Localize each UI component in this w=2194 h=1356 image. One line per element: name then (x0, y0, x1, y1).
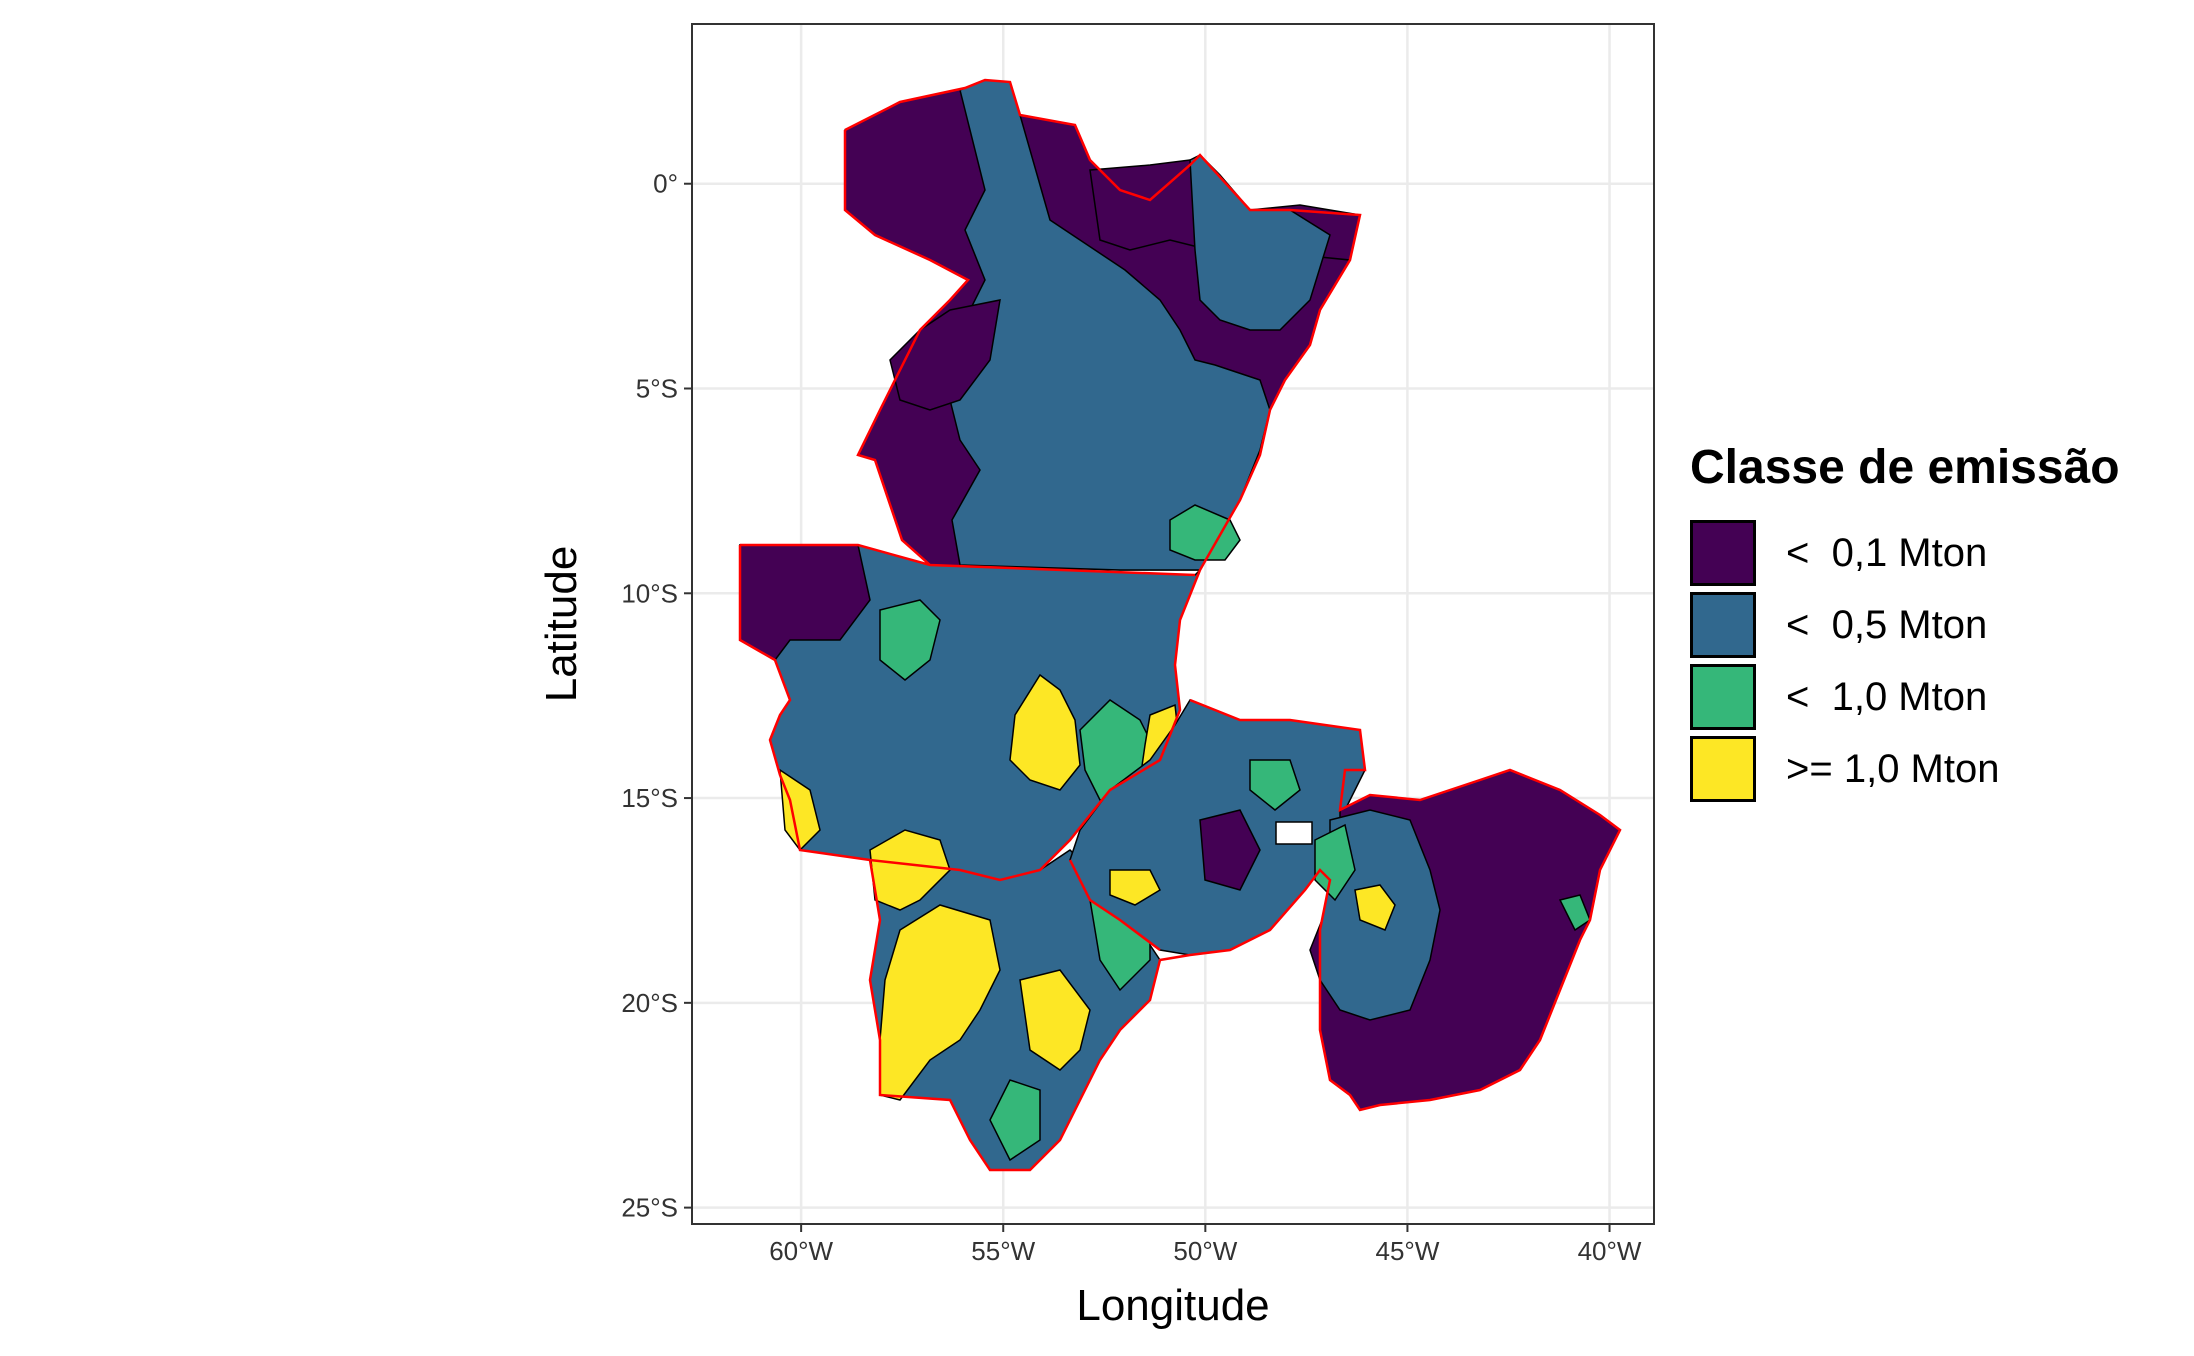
legend-label: < 0,5 Mton (1786, 602, 1988, 647)
legend-label: >= 1,0 Mton (1786, 746, 2000, 791)
legend-title: Classe de emissão (1690, 441, 2120, 494)
region-center-b (1199, 809, 1261, 891)
y-tick-label: 0° (653, 169, 678, 199)
region-center-d (1109, 869, 1161, 906)
y-axis-title: Latitude (537, 546, 586, 703)
x-tick-label: 50°W (1173, 1236, 1237, 1266)
plot-panel-border (691, 23, 1655, 1225)
legend-key (1690, 520, 1756, 586)
region-north-e (1169, 504, 1241, 561)
y-axis: 0° 5°S 10°S 15°S 20°S 25°S (621, 169, 692, 1223)
x-axis-title: Longitude (1076, 1281, 1269, 1330)
region-center-blank (1275, 821, 1313, 845)
region-southwest-d (1019, 969, 1091, 1071)
y-tick-label: 20°S (621, 988, 678, 1018)
y-tick-label: 25°S (621, 1193, 678, 1223)
legend-key (1690, 736, 1756, 802)
region-southwest-e (989, 1079, 1041, 1162)
region-southeast-c (1314, 823, 1356, 902)
region-north-f (889, 299, 1001, 411)
region-southeast-d (1354, 884, 1396, 931)
legend-item: < 0,1 Mton (1690, 517, 2120, 589)
x-tick-label: 60°W (769, 1236, 833, 1266)
legend-key (1690, 664, 1756, 730)
legend-label: < 0,1 Mton (1786, 530, 1988, 575)
region-central-c (879, 599, 941, 681)
legend-key (1690, 592, 1756, 658)
legend: Classe de emissão < 0,1 Mton < 0,5 Mton < … (1690, 440, 2120, 805)
state-boundaries (738, 78, 1622, 1172)
region-north-d (1189, 154, 1331, 331)
x-tick-label: 55°W (971, 1236, 1035, 1266)
y-tick-label: 15°S (621, 783, 678, 813)
x-tick-label: 40°W (1578, 1236, 1642, 1266)
legend-item: < 1,0 Mton (1690, 661, 2120, 733)
region-southwest-b (869, 829, 951, 911)
legend-item: < 0,5 Mton (1690, 589, 2120, 661)
region-center-c (1249, 759, 1301, 811)
legend-items: < 0,1 Mton < 0,5 Mton < 1,0 Mton >= 1,0 Mto… (1690, 517, 2120, 805)
region-central-e (779, 768, 821, 852)
y-tick-label: 5°S (636, 374, 678, 404)
map-regions (738, 78, 1622, 1172)
x-tick-label: 45°W (1376, 1236, 1440, 1266)
legend-item: >= 1,0 Mton (1690, 733, 2120, 805)
region-central-d (1009, 673, 1081, 791)
y-tick-label: 10°S (621, 578, 678, 608)
x-axis: 60°W 55°W 50°W 45°W 40°W (769, 1224, 1642, 1266)
legend-label: < 1,0 Mton (1786, 674, 1988, 719)
region-southwest-c (879, 904, 1001, 1101)
